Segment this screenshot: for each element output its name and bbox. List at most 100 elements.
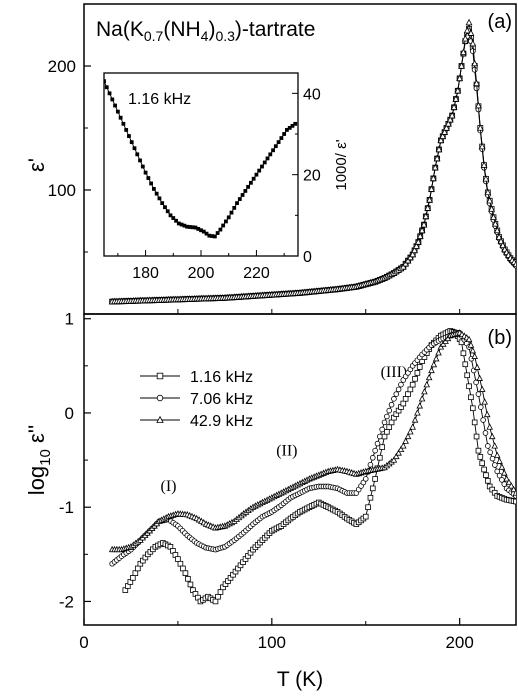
data-point (422, 212, 430, 220)
data-point (475, 391, 482, 397)
data-point (439, 132, 447, 139)
data-point (469, 347, 477, 354)
data-point (494, 468, 501, 475)
data-point (404, 432, 412, 440)
data-point (271, 148, 275, 153)
data-point (478, 142, 486, 150)
data-point (471, 352, 478, 359)
data-point (243, 189, 248, 193)
data-point (199, 228, 203, 233)
data-point (149, 181, 154, 186)
region-label: (II) (276, 442, 297, 459)
data-point (473, 363, 481, 370)
legend-marker (156, 372, 164, 380)
data-point (115, 109, 120, 114)
data-point (435, 145, 443, 153)
data-point (188, 225, 192, 229)
data-point (386, 424, 393, 430)
data-point (483, 410, 491, 418)
data-point (462, 361, 469, 368)
data-point (224, 219, 228, 224)
data-point (484, 188, 492, 196)
data-point (177, 560, 184, 567)
data-point (174, 218, 178, 223)
data-point (182, 570, 189, 576)
data-point (505, 478, 513, 486)
data-point (146, 176, 151, 180)
data-point (464, 372, 470, 379)
data-point (486, 196, 494, 204)
data-point (425, 373, 433, 381)
data-point (496, 472, 503, 479)
data-point (477, 404, 484, 410)
data-point (132, 570, 139, 576)
data-point (193, 225, 198, 230)
data-point (402, 259, 410, 267)
legend-label: 7.06 kHz (190, 391, 253, 408)
x-tick-label: 200 (188, 265, 215, 282)
data-point (113, 103, 117, 108)
panel-label: (a) (488, 11, 512, 33)
data-point (450, 103, 458, 110)
series-markers (108, 329, 516, 553)
data-point (409, 250, 417, 258)
data-point (386, 407, 393, 414)
data-point (475, 447, 482, 454)
data-point (151, 187, 156, 191)
x-tick-label: 0 (79, 633, 88, 652)
data-point (463, 26, 471, 34)
data-point (171, 216, 176, 220)
data-point (124, 128, 129, 132)
data-point (395, 449, 402, 456)
data-point (424, 204, 432, 211)
data-point (268, 152, 273, 157)
y-tick-label: 200 (48, 57, 76, 76)
annotation-part: 0.3 (215, 28, 235, 44)
data-point (416, 402, 424, 409)
data-point (503, 475, 510, 482)
data-point (246, 184, 251, 189)
data-point (379, 426, 385, 433)
annotation-part: ) (208, 18, 215, 41)
data-point (388, 419, 395, 426)
data-point (110, 97, 115, 102)
data-point (468, 394, 474, 401)
data-point (478, 385, 486, 392)
data-point (428, 185, 435, 192)
data-point (480, 161, 488, 168)
y-tick-label: 1 (65, 310, 74, 329)
data-point (412, 375, 418, 382)
data-point (481, 466, 487, 473)
data-point (471, 59, 479, 67)
data-point (293, 121, 298, 126)
data-point (489, 455, 496, 462)
data-point (392, 452, 400, 460)
x-tick-label: 180 (132, 265, 159, 282)
data-point (471, 419, 478, 426)
data-point (508, 482, 515, 489)
data-point (391, 396, 397, 402)
data-point (454, 86, 462, 94)
data-point (235, 201, 239, 206)
data-point (276, 140, 281, 145)
series-markers (108, 18, 516, 305)
data-point (421, 388, 428, 395)
data-point (229, 210, 234, 215)
inset-frame (103, 72, 299, 257)
data-point (369, 485, 376, 492)
data-point (465, 335, 473, 343)
data-point (441, 128, 449, 135)
data-point (459, 48, 467, 56)
data-point (476, 124, 484, 131)
data-point (215, 593, 221, 600)
data-point (367, 494, 374, 501)
data-point (254, 172, 259, 177)
data-point (196, 226, 201, 231)
data-point (485, 443, 491, 449)
data-point (104, 79, 106, 84)
data-point (477, 454, 484, 460)
data-point (384, 413, 390, 420)
data-point (411, 416, 419, 423)
data-point (473, 433, 480, 440)
data-point (175, 556, 181, 562)
